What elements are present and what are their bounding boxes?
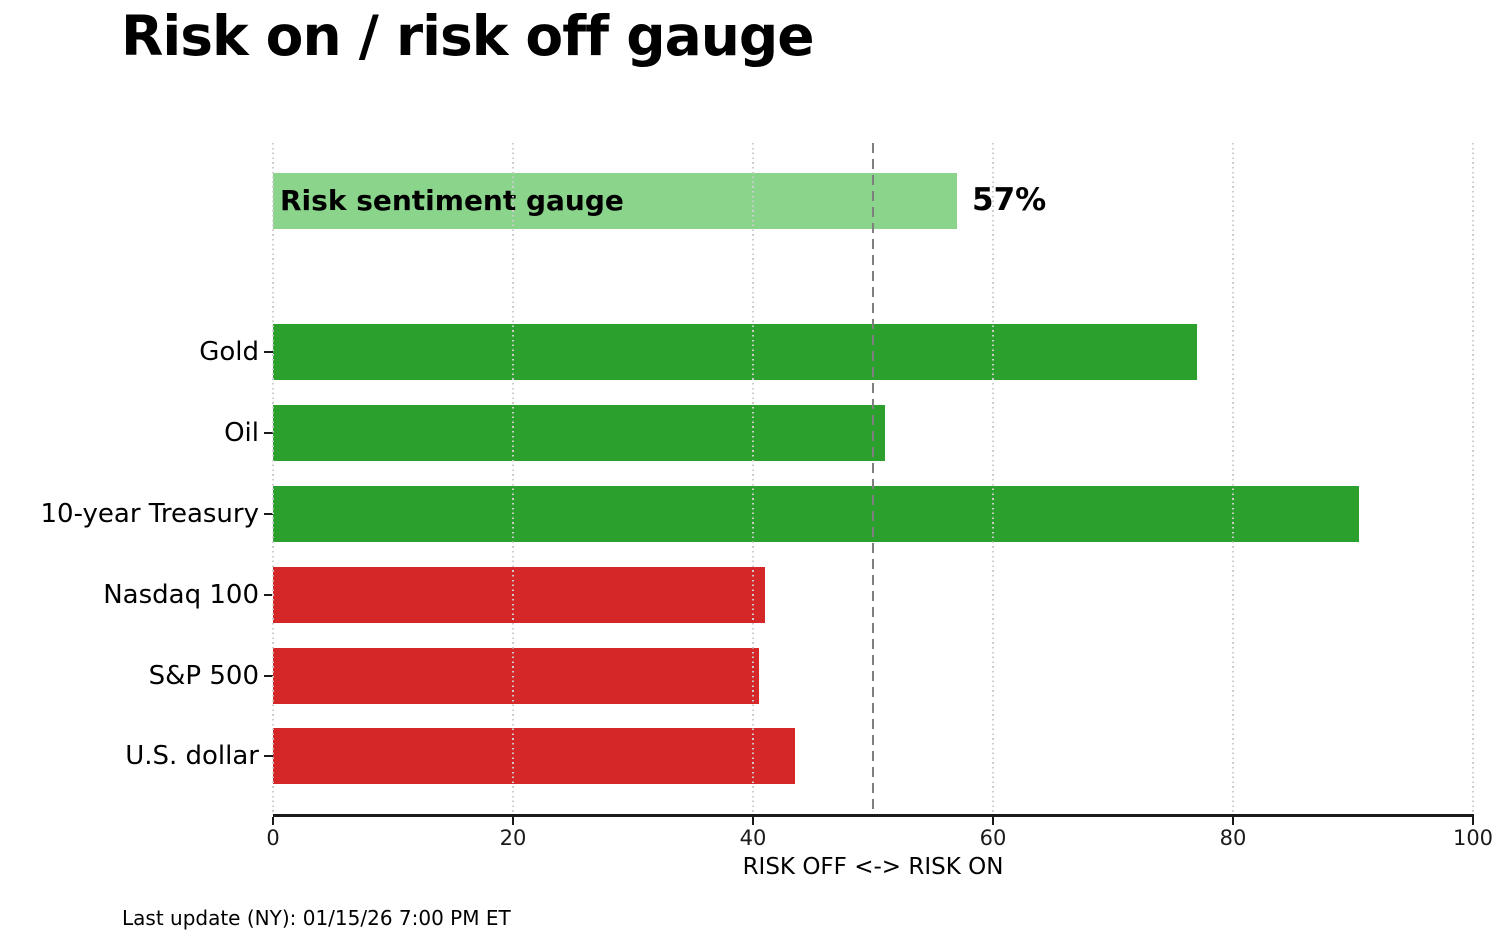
gridline-100 [1472, 143, 1474, 815]
category-label-gold: Gold [199, 337, 259, 367]
y-tick-u-s-dollar [264, 755, 273, 757]
y-tick-s-p-500 [264, 675, 273, 677]
x-axis-spine [273, 814, 1474, 817]
x-tick-label-0: 0 [266, 826, 280, 850]
gridline-0 [272, 143, 274, 815]
x-tick-label-60: 60 [979, 826, 1007, 850]
y-tick-oil [264, 432, 273, 434]
footer-note: Last update (NY): 01/15/26 7:00 PM ET [122, 906, 511, 930]
y-tick-nasdaq-100 [264, 594, 273, 596]
gridline-20 [512, 143, 514, 815]
x-tick-20 [512, 817, 514, 825]
gauge-bar: Risk sentiment gauge [273, 173, 957, 229]
x-tick-0 [272, 817, 274, 825]
x-tick-100 [1472, 817, 1474, 825]
gridline-40 [752, 143, 754, 815]
x-tick-label-40: 40 [739, 826, 767, 850]
category-label-s-p-500: S&P 500 [148, 661, 259, 691]
bar-u-s-dollar [273, 728, 795, 784]
x-tick-label-20: 20 [499, 826, 527, 850]
category-label-10-year-treasury: 10-year Treasury [40, 499, 260, 529]
risk-threshold-line [872, 143, 874, 815]
x-tick-label-80: 80 [1219, 826, 1247, 850]
x-tick-80 [1232, 817, 1234, 825]
x-tick-label-100: 100 [1452, 826, 1494, 850]
y-tick-gold [264, 351, 273, 353]
plot-area: Risk sentiment gauge 57% [272, 143, 1474, 815]
bar-gold [273, 324, 1197, 380]
bar-nasdaq-100 [273, 567, 765, 623]
gridline-80 [1232, 143, 1234, 815]
x-tick-60 [992, 817, 994, 825]
chart-title: Risk on / risk off gauge [121, 4, 815, 68]
gridline-60 [992, 143, 994, 815]
bar-10-year-treasury [273, 486, 1359, 542]
category-label-nasdaq-100: Nasdaq 100 [103, 580, 259, 610]
bar-oil [273, 405, 885, 461]
y-tick-10-year-treasury [264, 513, 273, 515]
x-tick-40 [752, 817, 754, 825]
x-axis-label: RISK OFF <-> RISK ON [742, 854, 1004, 880]
gauge-value: 57% [972, 182, 1047, 218]
gauge-label: Risk sentiment gauge [280, 184, 624, 217]
bar-s-p-500 [273, 648, 759, 704]
category-label-u-s-dollar: U.S. dollar [125, 741, 259, 771]
category-label-oil: Oil [224, 418, 259, 448]
